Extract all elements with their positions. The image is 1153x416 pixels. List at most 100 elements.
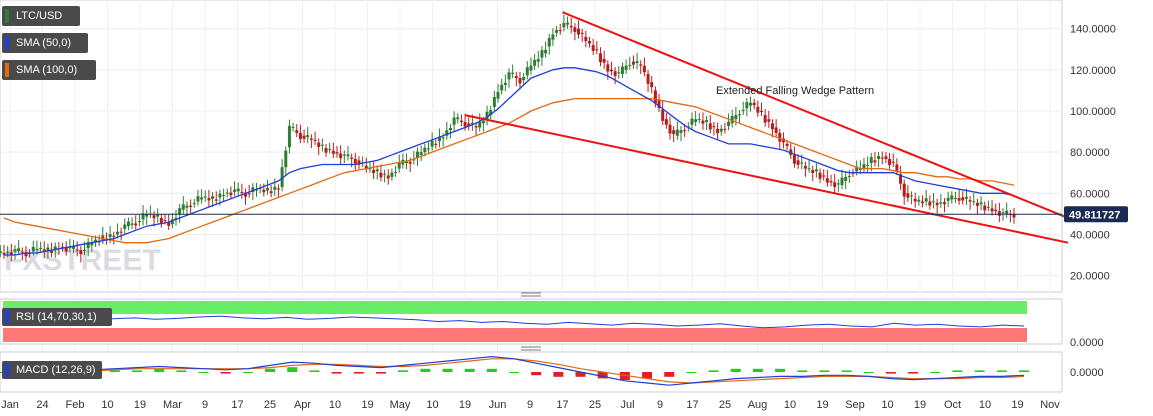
candle-body <box>17 248 21 251</box>
candle-body <box>902 183 906 197</box>
macd-hist-bar <box>1019 370 1029 372</box>
candle-body <box>416 151 420 158</box>
candle-body <box>346 154 350 157</box>
macd-hist-bar <box>952 370 963 372</box>
candle-body <box>536 59 540 62</box>
candle-body <box>225 192 229 194</box>
candle-body <box>778 132 782 142</box>
rsi-line <box>3 315 1025 329</box>
candle-body <box>375 169 379 172</box>
candle-body <box>968 200 972 202</box>
candle-body <box>796 160 800 165</box>
candle-body <box>935 202 939 206</box>
candle-body <box>642 65 646 73</box>
macd-hist-bar <box>309 370 320 372</box>
candle-body <box>130 223 134 225</box>
macd-hist-bar <box>686 372 697 373</box>
candle-body <box>123 224 127 229</box>
candle-body <box>141 213 145 220</box>
candle-body <box>437 136 441 142</box>
candle-body <box>463 121 467 127</box>
candle-body <box>500 84 504 91</box>
candle-body <box>899 174 903 184</box>
candle-body <box>544 49 548 54</box>
candle-body <box>39 247 43 249</box>
candle-body <box>620 66 624 74</box>
x-tick-label: 17 <box>686 399 698 411</box>
y-tick-label: 40.0000 <box>1070 229 1110 241</box>
candle-body <box>986 206 990 208</box>
candle-body <box>24 252 28 257</box>
candle-body <box>244 192 248 197</box>
lower-wedge-line <box>464 114 1069 244</box>
macd-hist-bar <box>132 370 143 372</box>
sma50-line <box>4 67 1015 256</box>
macd-hist-bar <box>885 372 896 374</box>
panel-resize-handle-1[interactable] <box>521 292 541 297</box>
y-tick-label: 80.0000 <box>1070 147 1110 159</box>
candle-body <box>284 150 288 168</box>
candle-body <box>306 135 310 138</box>
candle-body <box>979 202 983 205</box>
candle-body <box>942 202 946 205</box>
macd-hist-bar <box>996 370 1007 372</box>
current-price-value: 49.811727 <box>1069 209 1120 221</box>
candle-body <box>145 213 149 217</box>
candle-body <box>119 231 123 233</box>
candle-body <box>108 234 112 238</box>
rsi-label[interactable]: RSI (14,70,30,1) <box>2 308 112 326</box>
macd-panel: 0.0000 <box>0 351 1104 393</box>
x-tick-label: 24 <box>36 399 48 411</box>
candle-body <box>953 198 957 200</box>
candle-body <box>895 164 899 171</box>
candle-body <box>906 193 910 198</box>
candle-body <box>770 123 774 130</box>
time-axis[interactable]: Jan 24 Feb 10 19 Mar 9 17 25 Apr 10 19 May 10 19 Jun 9 17… <box>1 399 1060 411</box>
candle-body <box>814 169 818 172</box>
candle-body <box>833 182 837 187</box>
macd-hist-bar <box>109 370 120 372</box>
candle-body <box>738 114 742 116</box>
candle-body <box>606 64 610 72</box>
candle-body <box>719 128 723 132</box>
legend-sma100[interactable]: SMA (100,0) <box>2 60 96 80</box>
candle-body <box>540 50 544 58</box>
candle-body <box>756 106 760 113</box>
candle-body <box>134 223 138 226</box>
candle-body <box>86 242 90 249</box>
candle-body <box>269 191 273 194</box>
legend-sma50[interactable]: SMA (50,0) <box>2 33 88 53</box>
price-axis[interactable]: 140.0000 120.0000 100.0000 80.0000 60.0000 40… <box>1070 24 1116 283</box>
macd-hist-bar <box>752 368 763 372</box>
candle-body <box>672 130 676 135</box>
macd-hist-bar <box>819 370 830 372</box>
wedge-trendlines <box>464 11 1069 244</box>
panel-resize-handle-2[interactable] <box>521 346 541 351</box>
candle-body <box>79 250 83 255</box>
candle-body <box>972 201 976 203</box>
candle-body <box>800 162 804 164</box>
candle-body <box>917 199 921 202</box>
candle-body <box>522 76 526 81</box>
x-tick-label: Jul <box>620 399 634 411</box>
candle-body <box>701 120 705 124</box>
macd-hist-bar <box>642 372 653 379</box>
macd-hist-bar <box>420 368 431 372</box>
candle-body <box>866 164 870 166</box>
rsi-oversold-zone <box>3 328 1027 342</box>
legend-symbol[interactable]: LTC/USD <box>2 6 80 26</box>
candle-body <box>485 111 489 120</box>
x-tick-label: May <box>390 399 411 411</box>
candle-body <box>441 137 445 139</box>
candle-body <box>573 27 577 32</box>
candle-body <box>474 126 478 128</box>
x-tick-label: Apr <box>294 399 311 411</box>
candle-body <box>181 204 185 210</box>
candle-body <box>496 92 500 99</box>
candle-body <box>877 155 881 160</box>
symbol-swatch <box>5 9 9 23</box>
candle-body <box>222 194 226 196</box>
candle-body <box>214 199 218 201</box>
macd-label[interactable]: MACD (12,26,9) <box>2 361 102 379</box>
candle-body <box>547 38 551 47</box>
